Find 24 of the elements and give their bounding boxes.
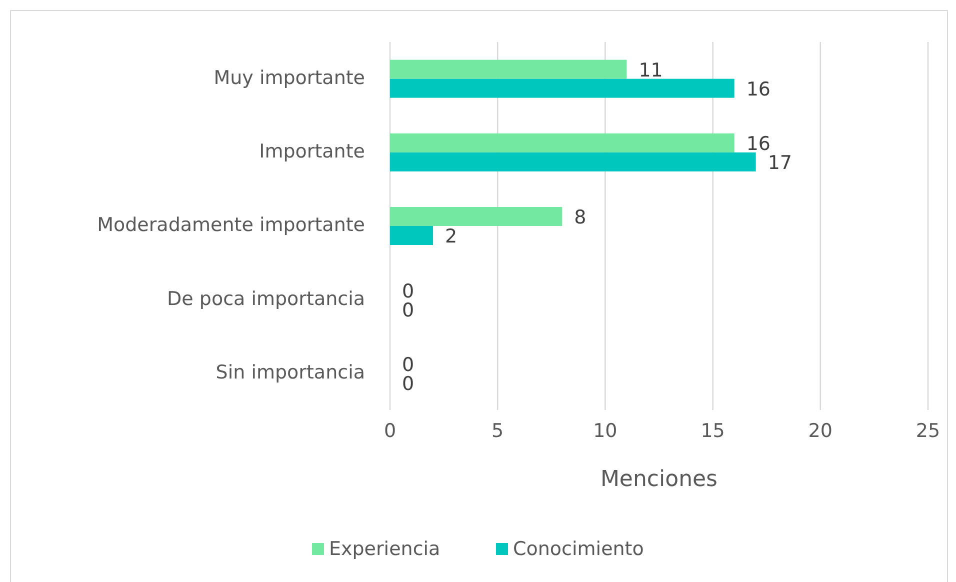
x-axis-title: Menciones xyxy=(600,467,718,492)
bar xyxy=(390,133,734,152)
bar xyxy=(390,78,734,98)
data-label: 8 xyxy=(574,206,586,229)
y-tick-label: Moderadamente importante xyxy=(97,214,365,236)
bar xyxy=(390,152,756,172)
x-tick-label: 25 xyxy=(916,420,940,442)
legend-label: Experiencia xyxy=(329,538,440,560)
x-tick-label: 15 xyxy=(700,420,725,442)
x-tick-label: 5 xyxy=(492,420,504,442)
y-tick-label: Importante xyxy=(259,140,365,163)
y-tick-label: Sin importancia xyxy=(216,361,365,384)
x-tick-label: 0 xyxy=(384,420,396,442)
x-tick-label: 20 xyxy=(808,420,832,442)
bar xyxy=(390,226,434,245)
bar xyxy=(390,60,627,79)
data-label: 16 xyxy=(746,78,771,101)
y-tick-label: Muy importante xyxy=(214,66,365,90)
data-label: 2 xyxy=(445,226,458,248)
y-tick-label: De poca importancia xyxy=(167,288,365,310)
data-label: 11 xyxy=(638,59,663,82)
legend-label: Conocimiento xyxy=(513,538,644,560)
x-tick-label: 10 xyxy=(593,420,618,442)
bar xyxy=(390,207,562,226)
